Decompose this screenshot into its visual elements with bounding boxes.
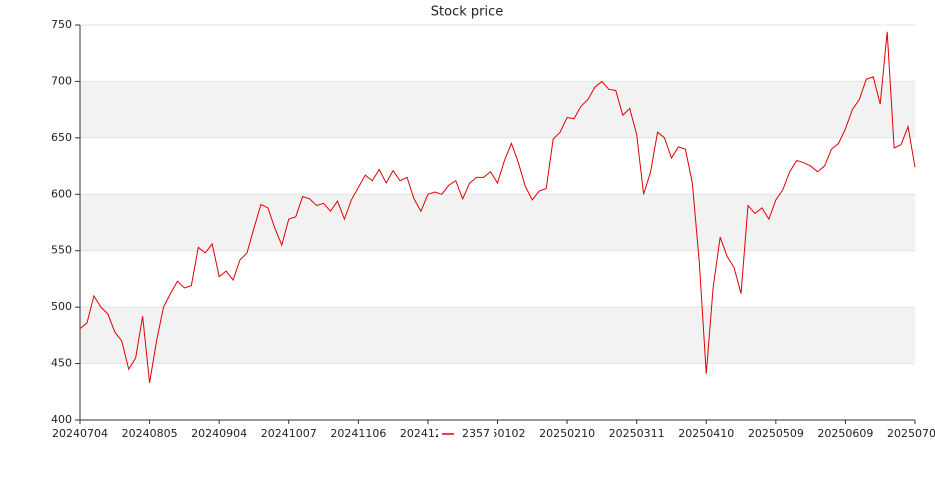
x-tick-label: 20250210: [539, 427, 595, 440]
x-tick-label: 20250509: [748, 427, 804, 440]
y-tick-label: 700: [51, 74, 72, 87]
grid-band: [80, 194, 915, 251]
y-tick-label: 650: [51, 131, 72, 144]
x-tick-label: 20250609: [817, 427, 873, 440]
y-tick-label: 750: [51, 18, 72, 31]
y-tick-label: 400: [51, 413, 72, 426]
x-tick-label: 20241007: [261, 427, 317, 440]
y-tick-label: 450: [51, 357, 72, 370]
x-tick-label: 20240704: [52, 427, 108, 440]
x-tick-label: 20250708: [887, 427, 935, 440]
x-tick-label: 20240805: [122, 427, 178, 440]
legend: 2357: [438, 425, 494, 443]
x-tick-label: 20250311: [609, 427, 665, 440]
y-tick-label: 500: [51, 300, 72, 313]
y-tick-label: 550: [51, 244, 72, 257]
line-series: [79, 31, 916, 383]
chart-title: Stock price: [431, 5, 503, 20]
legend-box: [438, 425, 494, 443]
legend-label: 2357: [462, 427, 490, 440]
x-tick-label: 20250410: [678, 427, 734, 440]
grid-band: [80, 307, 915, 364]
grid-band: [80, 81, 915, 138]
x-tick-label: 20240904: [191, 427, 247, 440]
x-tick-label: 20241106: [330, 427, 386, 440]
y-tick-label: 600: [51, 187, 72, 200]
